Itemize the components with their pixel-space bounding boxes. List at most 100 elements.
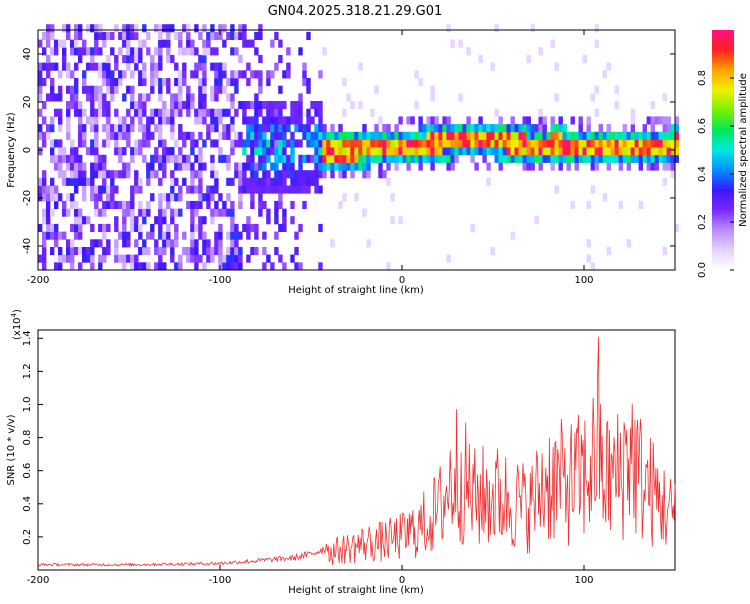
spectrogram-cell <box>278 108 283 117</box>
spectrogram-cell <box>418 147 423 156</box>
spectrogram-cell <box>646 116 651 125</box>
spectrogram-cell <box>246 162 251 171</box>
spectrogram-cell <box>154 24 159 33</box>
spectrogram-cell <box>78 262 83 271</box>
spectrogram-cell <box>230 93 235 102</box>
spectrogram-cell <box>82 70 87 79</box>
colorbar-tick-label: 0.0 <box>697 262 708 278</box>
spectrogram-cell <box>134 185 139 194</box>
spectrogram-cell <box>198 193 203 202</box>
spectrogram-cell <box>318 170 323 179</box>
spectrogram-cell <box>234 78 239 87</box>
spectrogram-cell <box>314 108 319 117</box>
spectrogram-cell <box>170 131 175 140</box>
spectrogram-cell <box>82 185 87 194</box>
spectrogram-cell <box>378 170 383 179</box>
spectrogram-cell <box>126 200 131 209</box>
spectrogram-cell <box>66 239 71 248</box>
spectrogram-cell <box>366 154 371 163</box>
spectrogram-cell <box>138 116 143 125</box>
spectrogram-cell <box>550 116 555 125</box>
spectrogram-cell <box>50 154 55 163</box>
spectrogram-cell <box>566 131 571 140</box>
spectrogram-cell <box>202 24 207 33</box>
spectrogram-cell <box>322 131 327 140</box>
spectrogram-cell <box>494 124 499 133</box>
spectrogram-cell <box>114 62 119 71</box>
spectrogram-cell <box>586 239 591 248</box>
spectrogram-cell <box>78 124 83 133</box>
spectrogram-cell <box>422 139 427 148</box>
spectrogram-cell <box>430 124 435 133</box>
spectrogram-cell <box>230 216 235 225</box>
spectrogram-cell <box>450 131 455 140</box>
spectrogram-cell <box>198 108 203 117</box>
spectrogram-cell <box>538 116 543 125</box>
spectrogram-cell <box>146 131 151 140</box>
spectrogram-cell <box>522 124 527 133</box>
spectrogram-cell <box>226 154 231 163</box>
spectrogram-cell <box>398 116 403 125</box>
spectrogram-cell <box>450 147 455 156</box>
spectrogram-cell <box>142 39 147 48</box>
spectrogram-cell <box>630 124 635 133</box>
spectrogram-cell <box>278 139 283 148</box>
snr-series-line <box>37 336 676 568</box>
spectrogram-cell <box>170 116 175 125</box>
spectrogram-cell <box>158 154 163 163</box>
spectrogram-cell <box>230 147 235 156</box>
snr-x-tick-label: -200 <box>27 575 50 586</box>
spectrogram-cell <box>262 247 267 256</box>
spectrogram-cell <box>106 116 111 125</box>
spectrogram-cell <box>258 124 263 133</box>
spectrogram-cell <box>514 131 519 140</box>
spectrogram-cell <box>154 216 159 225</box>
spectrogram-cell <box>178 147 183 156</box>
spectrogram-cell <box>190 239 195 248</box>
spectrogram-cell <box>194 116 199 125</box>
spectrogram-cell <box>78 170 83 179</box>
spectrogram-cell <box>262 116 267 125</box>
spectrogram-cell <box>346 131 351 140</box>
spectrogram-cell <box>466 147 471 156</box>
spectrogram-cell <box>250 147 255 156</box>
spectrogram-cell <box>258 78 263 87</box>
spectrogram-cell <box>462 124 467 133</box>
spectrogram-cell <box>498 154 503 163</box>
spectrogram-cell <box>466 124 471 133</box>
spectrogram-cell <box>74 162 79 171</box>
spectrogram-cell <box>414 154 419 163</box>
spectrogram-cell <box>122 162 127 171</box>
spectrogram-cell <box>186 39 191 48</box>
spectrogram-cell <box>278 55 283 64</box>
spectrogram-cell <box>246 223 251 232</box>
spectrogram-cell <box>158 200 163 209</box>
spectrogram-cell <box>418 154 423 163</box>
spectrogram-cell <box>94 193 99 202</box>
spectrogram-cell <box>94 39 99 48</box>
spectrogram-cell <box>230 247 235 256</box>
spectrogram-cell <box>142 208 147 217</box>
spectrogram-cell <box>298 262 303 271</box>
spectrogram-cell <box>406 131 411 140</box>
spectrogram-cell <box>222 85 227 94</box>
spectrogram-cell <box>226 162 231 171</box>
spectrogram-cell <box>162 24 167 33</box>
spectrogram-cell <box>170 55 175 64</box>
spectrogram-cell <box>126 124 131 133</box>
spectrogram-cell <box>274 170 279 179</box>
spectrogram-cell <box>90 177 95 186</box>
spectrogram-cell <box>242 116 247 125</box>
spectrogram-cell <box>270 162 275 171</box>
spectrogram-cell <box>342 170 347 179</box>
spectrogram-cell <box>334 139 339 148</box>
spectrogram-cell <box>106 185 111 194</box>
spectrogram-cell <box>302 185 307 194</box>
spectrogram-cell <box>278 193 283 202</box>
spectrogram-cell <box>486 162 491 171</box>
spectrogram-cell <box>542 124 547 133</box>
spectrogram-cell <box>474 139 479 148</box>
spectrogram-cell <box>258 31 263 40</box>
spectrogram-cell <box>154 70 159 79</box>
spectrogram-cell <box>158 254 163 263</box>
